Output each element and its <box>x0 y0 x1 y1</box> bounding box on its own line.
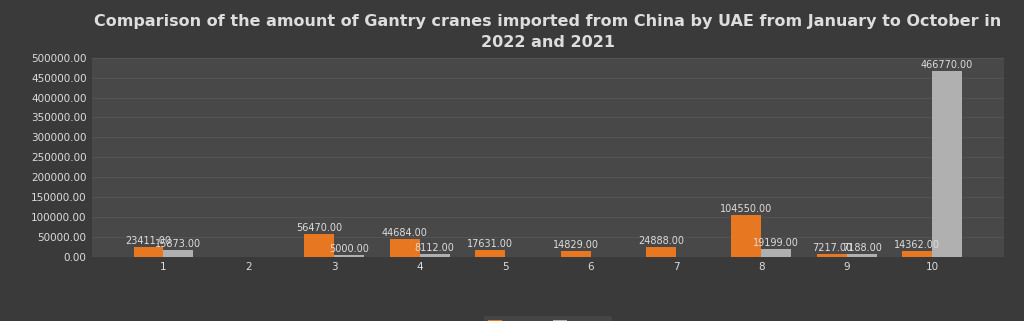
Text: 14362.00: 14362.00 <box>894 240 940 250</box>
Bar <box>133 247 164 257</box>
Bar <box>304 234 334 257</box>
Text: 7188.00: 7188.00 <box>842 243 882 253</box>
Text: 104550.00: 104550.00 <box>720 204 772 214</box>
Text: 7217.00: 7217.00 <box>812 243 852 253</box>
Text: 23411.00: 23411.00 <box>126 237 172 247</box>
Text: 56470.00: 56470.00 <box>296 223 342 233</box>
Text: 24888.00: 24888.00 <box>638 236 684 246</box>
Bar <box>334 255 365 257</box>
Legend: 2021年, 2022年: 2021年, 2022年 <box>484 316 611 321</box>
Text: 19199.00: 19199.00 <box>754 238 800 248</box>
Bar <box>475 250 505 257</box>
Bar <box>390 239 420 257</box>
Bar <box>847 254 877 257</box>
Bar <box>731 215 762 257</box>
Text: 5000.00: 5000.00 <box>330 244 370 254</box>
Bar <box>561 251 591 257</box>
Text: 15873.00: 15873.00 <box>156 239 202 249</box>
Bar <box>902 251 932 257</box>
Text: 44684.00: 44684.00 <box>382 228 428 238</box>
Text: 14829.00: 14829.00 <box>553 240 599 250</box>
Bar <box>646 247 676 257</box>
Bar <box>762 249 792 257</box>
Text: 17631.00: 17631.00 <box>467 239 513 249</box>
Bar <box>817 254 847 257</box>
Title: Comparison of the amount of Gantry cranes imported from China by UAE from Januar: Comparison of the amount of Gantry crane… <box>94 14 1001 50</box>
Bar <box>932 71 963 257</box>
Bar <box>420 254 450 257</box>
Text: 466770.00: 466770.00 <box>921 60 973 70</box>
Text: 8112.00: 8112.00 <box>415 243 455 253</box>
Bar <box>164 250 194 257</box>
